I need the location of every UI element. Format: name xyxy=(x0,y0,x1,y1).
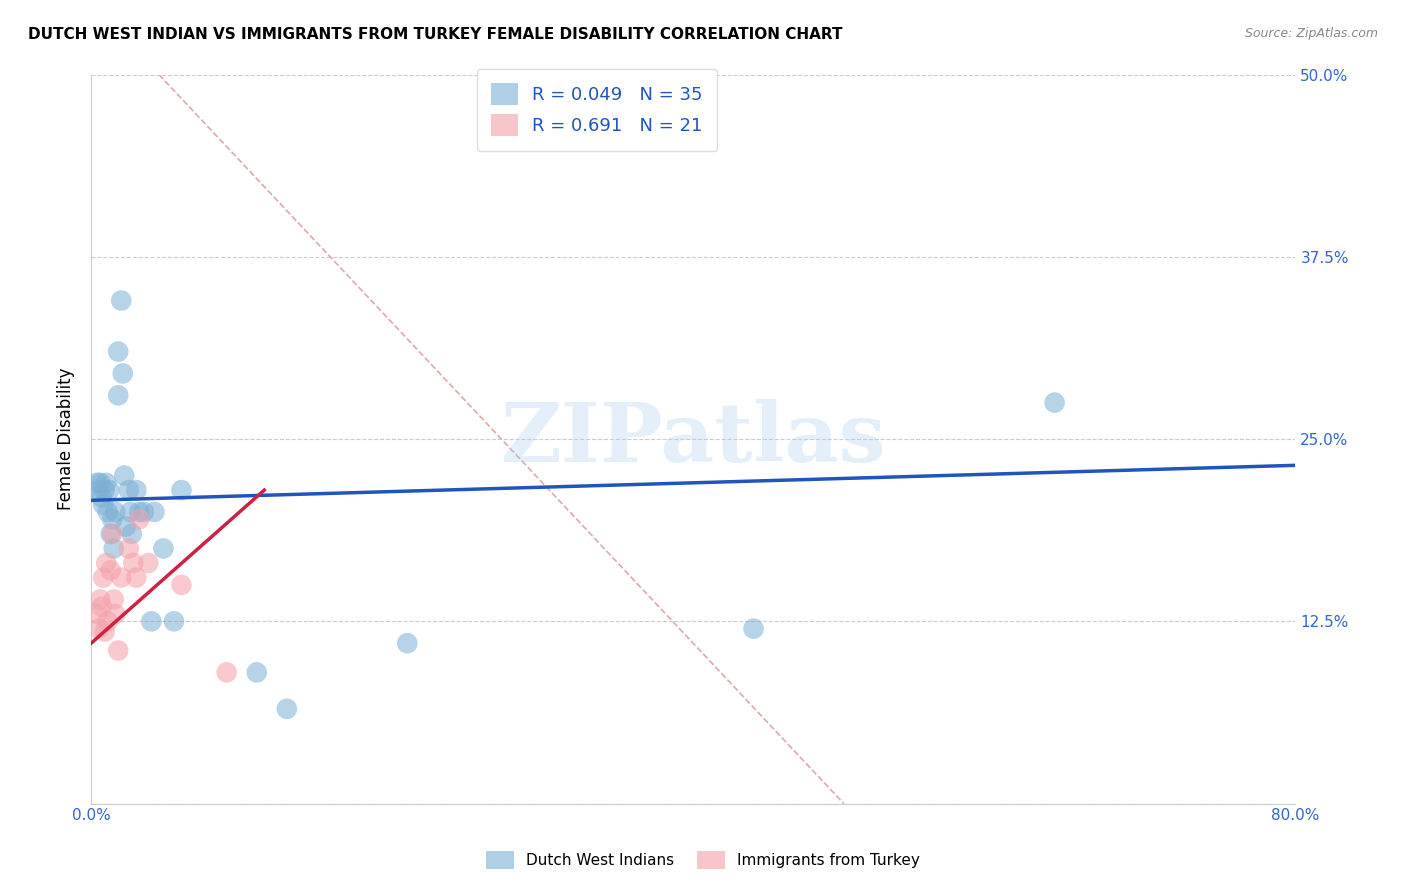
Point xyxy=(101,512,124,526)
Point xyxy=(91,571,114,585)
Point xyxy=(170,578,193,592)
Point xyxy=(276,702,298,716)
Point xyxy=(100,526,122,541)
Point xyxy=(89,475,111,490)
Point xyxy=(98,483,121,497)
Point xyxy=(118,483,141,497)
Point xyxy=(121,526,143,541)
Point xyxy=(86,475,108,490)
Point xyxy=(170,483,193,497)
Point xyxy=(103,541,125,556)
Text: ZIPatlas: ZIPatlas xyxy=(501,399,886,479)
Point xyxy=(107,643,129,657)
Point xyxy=(396,636,419,650)
Legend: Dutch West Indians, Immigrants from Turkey: Dutch West Indians, Immigrants from Turk… xyxy=(481,845,925,875)
Point xyxy=(215,665,238,680)
Point xyxy=(114,519,136,533)
Point xyxy=(112,468,135,483)
Point xyxy=(96,475,118,490)
Point xyxy=(103,592,125,607)
Text: Source: ZipAtlas.com: Source: ZipAtlas.com xyxy=(1244,27,1378,40)
Point xyxy=(742,622,765,636)
Point xyxy=(101,526,124,541)
Point xyxy=(110,293,132,308)
Point xyxy=(86,607,108,621)
Point xyxy=(111,367,134,381)
Point xyxy=(246,665,269,680)
Point xyxy=(104,607,127,621)
Point xyxy=(163,615,186,629)
Point xyxy=(107,388,129,402)
Point xyxy=(90,491,112,505)
Point xyxy=(152,541,174,556)
Point xyxy=(125,571,148,585)
Point xyxy=(143,505,166,519)
Y-axis label: Female Disability: Female Disability xyxy=(58,368,75,510)
Point xyxy=(93,483,115,497)
Point xyxy=(87,483,110,497)
Point xyxy=(93,624,115,639)
Point xyxy=(128,505,150,519)
Point xyxy=(138,556,160,570)
Point xyxy=(1043,395,1066,409)
Point xyxy=(141,615,163,629)
Point xyxy=(104,505,127,519)
Point xyxy=(118,541,141,556)
Point xyxy=(110,571,132,585)
Point xyxy=(90,599,112,614)
Point xyxy=(97,615,120,629)
Legend: R = 0.049   N = 35, R = 0.691   N = 21: R = 0.049 N = 35, R = 0.691 N = 21 xyxy=(477,69,717,151)
Point xyxy=(120,505,142,519)
Point xyxy=(122,556,145,570)
Point xyxy=(100,563,122,577)
Point xyxy=(132,505,155,519)
Point xyxy=(87,622,110,636)
Point xyxy=(128,512,150,526)
Point xyxy=(96,556,118,570)
Text: DUTCH WEST INDIAN VS IMMIGRANTS FROM TURKEY FEMALE DISABILITY CORRELATION CHART: DUTCH WEST INDIAN VS IMMIGRANTS FROM TUR… xyxy=(28,27,842,42)
Point xyxy=(107,344,129,359)
Point xyxy=(89,592,111,607)
Point xyxy=(125,483,148,497)
Point xyxy=(97,505,120,519)
Point xyxy=(91,498,114,512)
